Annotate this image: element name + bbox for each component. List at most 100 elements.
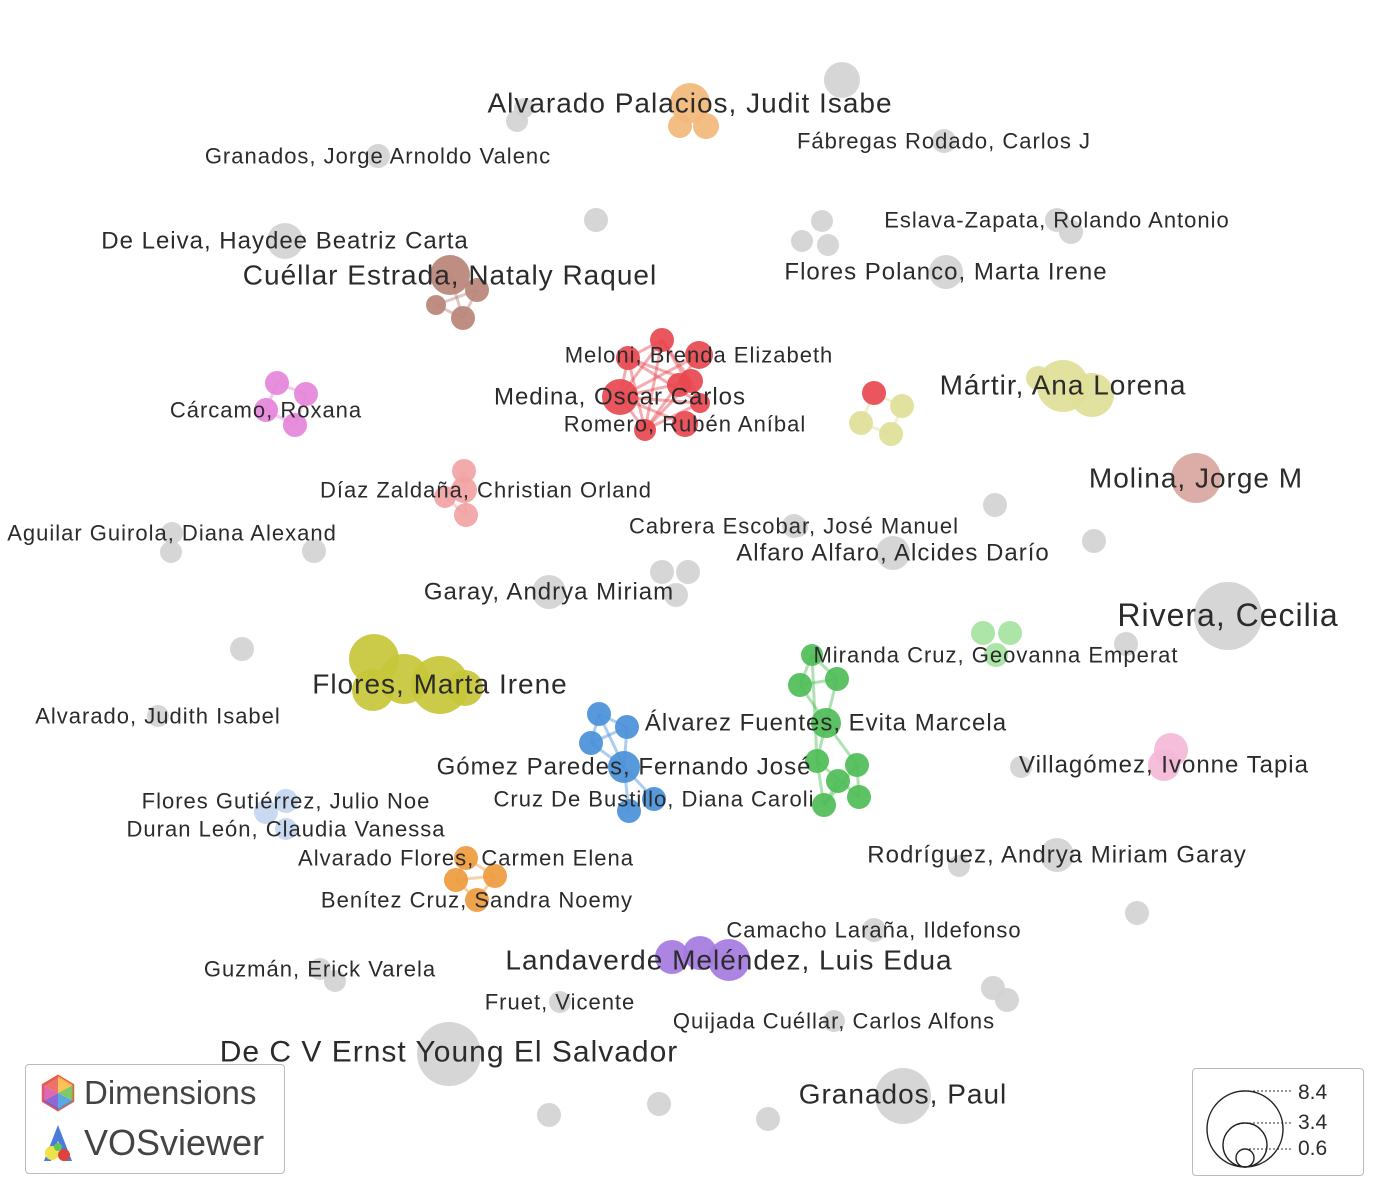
node-label-de-c-v[interactable]: De C V Ernst Young El Salvador [220, 1036, 679, 1069]
node-alvarez-fuentes[interactable] [811, 708, 841, 738]
author-node[interactable] [655, 940, 689, 974]
author-node[interactable] [971, 621, 995, 645]
author-node[interactable] [617, 799, 641, 823]
node-label-gomez-paredes[interactable]: Gómez Paredes, Fernando José [437, 754, 812, 781]
author-node[interactable] [616, 346, 640, 370]
node-label-alvarez-fuentes[interactable]: Álvarez Fuentes, Evita Marcela [645, 710, 1007, 737]
node-label-diaz-zaldana[interactable]: Díaz Zaldaña, Christian Orland [320, 478, 652, 503]
node-rivera[interactable] [1194, 582, 1262, 650]
node-label-carcamo[interactable]: Cárcamo, Roxana [170, 398, 362, 423]
node-label-alvarado-flores[interactable]: Alvarado Flores, Carmen Elena [298, 846, 634, 871]
author-node[interactable] [650, 560, 674, 584]
node-label-martir[interactable]: Mártir, Ana Lorena [940, 370, 1187, 401]
node-label-alfaro[interactable]: Alfaro Alfaro, Alcides Darío [736, 540, 1049, 567]
node-label-flores-marta[interactable]: Flores, Marta Irene [312, 669, 568, 700]
author-node[interactable] [434, 486, 456, 508]
author-node[interactable] [294, 382, 318, 406]
author-node[interactable] [352, 669, 394, 711]
node-de-c-v[interactable] [417, 1022, 481, 1086]
node-rodriguez[interactable] [1040, 838, 1074, 872]
author-node[interactable] [454, 503, 478, 527]
author-node[interactable] [805, 749, 829, 773]
node-villagomez[interactable] [1148, 749, 1180, 781]
author-node[interactable] [283, 413, 307, 437]
author-node[interactable] [690, 393, 710, 413]
node-label-romero[interactable]: Romero, Rubén Aníbal [564, 412, 807, 437]
author-node[interactable] [230, 637, 254, 661]
author-node[interactable] [676, 560, 700, 584]
author-node[interactable] [160, 541, 182, 563]
author-node[interactable] [452, 459, 476, 483]
node-label-flores-polanco[interactable]: Flores Polanco, Marta Irene [784, 259, 1107, 286]
node-label-granados-paul[interactable]: Granados, Paul [799, 1079, 1008, 1110]
author-node[interactable] [647, 1092, 671, 1116]
node-label-miranda[interactable]: Miranda Cruz, Geovanna Emperat [813, 643, 1178, 668]
node-molina[interactable] [1171, 453, 1221, 503]
node-label-camacho[interactable]: Camacho Laraña, Ildefonso [726, 918, 1021, 943]
node-benitez[interactable] [465, 888, 489, 912]
node-granados-jorge[interactable] [366, 144, 390, 168]
node-label-aguilar[interactable]: Aguilar Guirola, Diana Alexand [7, 521, 337, 546]
node-label-garay[interactable]: Garay, Andrya Miriam [424, 579, 674, 606]
author-node[interactable] [879, 422, 903, 446]
author-node[interactable] [817, 234, 839, 256]
node-meloni[interactable] [685, 341, 713, 369]
author-node[interactable] [587, 702, 611, 726]
author-node[interactable] [756, 1107, 780, 1131]
node-label-quijada[interactable]: Quijada Cuéllar, Carlos Alfons [673, 1009, 995, 1034]
node-label-eslava[interactable]: Eslava-Zapata, Rolando Antonio [884, 208, 1230, 233]
node-fabregas[interactable] [932, 129, 956, 153]
author-node[interactable] [254, 800, 278, 824]
node-granados-paul[interactable] [875, 1068, 931, 1124]
author-node[interactable] [849, 411, 873, 435]
author-node[interactable] [265, 371, 289, 395]
node-landaverde[interactable] [708, 939, 750, 981]
author-node[interactable] [845, 753, 869, 777]
node-miranda[interactable] [984, 643, 1008, 667]
node-fruet[interactable] [549, 991, 571, 1013]
node-aguilar[interactable] [161, 522, 183, 544]
node-label-villagomez[interactable]: Villagómez, Ivonne Tapia [1019, 752, 1309, 779]
node-label-cruz-bustillo[interactable]: Cruz De Bustillo, Diana Caroli [494, 787, 815, 812]
author-node[interactable] [824, 62, 860, 98]
node-label-guzman[interactable]: Guzmán, Erick Varela [204, 957, 436, 982]
node-gomez-paredes[interactable] [608, 751, 640, 783]
author-node[interactable] [302, 539, 326, 563]
author-node[interactable] [584, 208, 608, 232]
node-alfaro[interactable] [876, 536, 910, 570]
author-node[interactable] [948, 855, 970, 877]
node-duran[interactable] [275, 818, 297, 840]
node-quijada[interactable] [823, 1010, 845, 1032]
author-node[interactable] [426, 295, 446, 315]
author-node[interactable] [444, 868, 468, 892]
node-label-alvarado-palacios[interactable]: Alvarado Palacios, Judit Isabe [487, 88, 892, 119]
author-node[interactable] [537, 1103, 561, 1127]
author-node[interactable] [812, 793, 836, 817]
author-node[interactable] [788, 673, 812, 697]
author-node[interactable] [1114, 632, 1138, 656]
author-node[interactable] [514, 98, 534, 118]
node-camacho[interactable] [862, 918, 886, 942]
author-node[interactable] [847, 785, 871, 809]
node-cuellar[interactable] [430, 255, 470, 295]
node-alvarado-flores[interactable] [454, 846, 478, 870]
author-node[interactable] [634, 419, 656, 441]
node-label-flores-gutierrez[interactable]: Flores Gutiérrez, Julio Noe [142, 789, 431, 814]
node-label-duran[interactable]: Duran León, Claudia Vanessa [127, 817, 446, 842]
author-node[interactable] [811, 210, 833, 232]
author-node[interactable] [825, 667, 849, 691]
node-garay[interactable] [532, 575, 566, 609]
node-label-de-leiva[interactable]: De Leiva, Haydee Beatriz Carta [101, 228, 469, 255]
node-diaz-zaldana[interactable] [451, 477, 477, 503]
node-carcamo[interactable] [254, 398, 278, 422]
node-label-fruet[interactable]: Fruet, Vicente [485, 990, 636, 1015]
node-flores-marta[interactable] [411, 656, 469, 714]
author-node[interactable] [998, 621, 1022, 645]
node-romero[interactable] [672, 411, 698, 437]
author-node[interactable] [801, 644, 823, 666]
author-node[interactable] [650, 328, 674, 352]
node-label-cuellar[interactable]: Cuéllar Estrada, Nataly Raquel [243, 260, 657, 291]
node-label-landaverde[interactable]: Landaverde Meléndez, Luis Edua [505, 945, 952, 976]
node-flores-polanco[interactable] [929, 255, 963, 289]
